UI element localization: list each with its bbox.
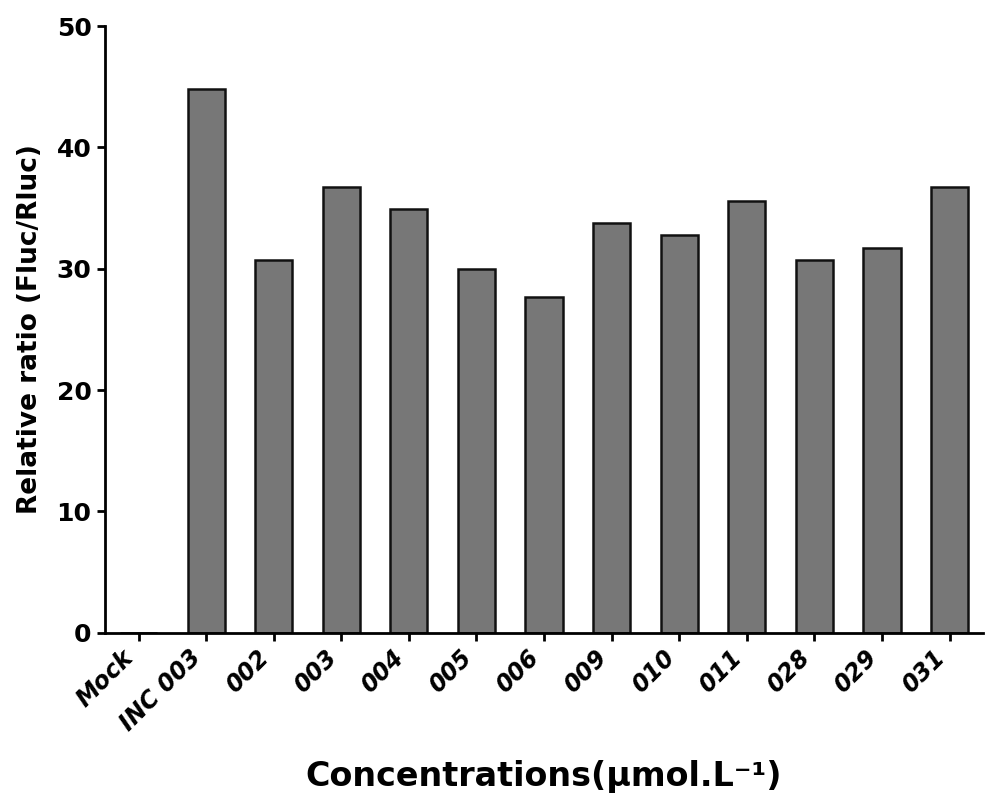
X-axis label: Concentrations(μmol.L⁻¹): Concentrations(μmol.L⁻¹) [306,761,782,793]
Bar [931,187,968,633]
Bar [458,269,495,633]
Bar [863,248,901,633]
Bar [796,260,833,633]
Bar [323,187,360,633]
Bar [188,89,225,633]
Bar [255,260,292,633]
Bar [525,296,563,633]
Y-axis label: Relative ratio (Fluc/Rluc): Relative ratio (Fluc/Rluc) [17,144,43,514]
Bar [390,209,427,633]
Bar [661,235,698,633]
Bar [593,223,630,633]
Bar [728,201,765,633]
